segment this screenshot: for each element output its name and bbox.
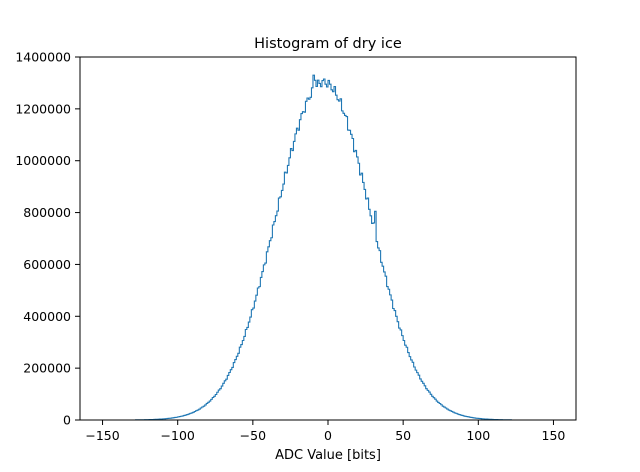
x-tick-label: 100 [466, 428, 490, 443]
x-axis-label: ADC Value [bits] [275, 448, 381, 463]
y-tick-label: 1000000 [15, 153, 71, 168]
x-tick-label: 50 [395, 428, 411, 443]
y-tick-label: 200000 [23, 361, 71, 376]
y-tick-label: 1400000 [15, 50, 71, 65]
x-tick-label: 0 [324, 428, 332, 443]
y-tick-label: 0 [63, 413, 71, 428]
y-tick-label: 800000 [23, 205, 71, 220]
axis-ticks: −150 −100 −50 0 50 100 150 0 200000 400000 600000 8… [15, 50, 565, 444]
x-tick-label: −100 [161, 428, 195, 443]
y-tick-label: 600000 [23, 257, 71, 272]
x-tick-label: −150 [85, 428, 119, 443]
plot-frame [79, 56, 577, 421]
x-tick-label: −50 [240, 428, 266, 443]
y-tick-label: 1200000 [15, 101, 71, 116]
histogram-series [102, 74, 554, 421]
chart-title: Histogram of dry ice [254, 36, 402, 52]
x-tick-label: 150 [542, 428, 566, 443]
y-tick-label: 400000 [23, 309, 71, 324]
